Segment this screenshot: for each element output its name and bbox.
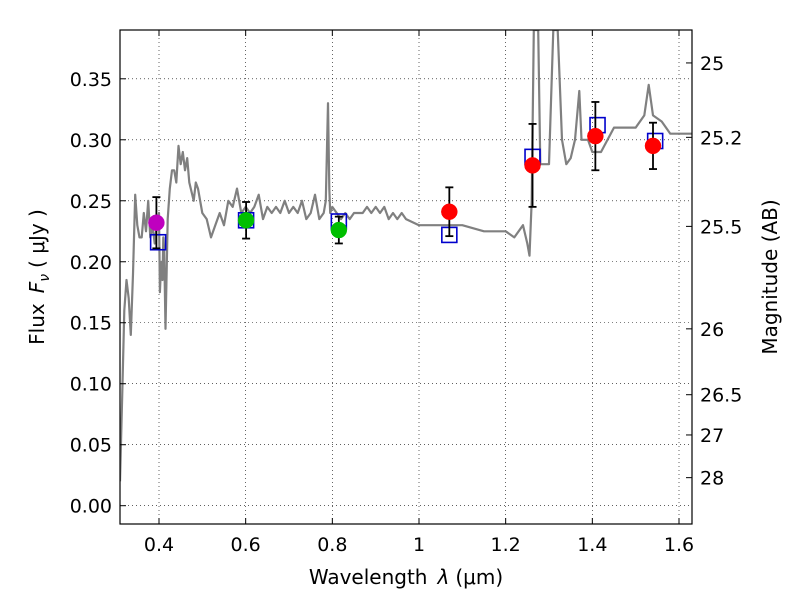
y-axis-label: FluxFν( μJy ) <box>25 209 53 345</box>
model-photometry-square <box>149 233 167 251</box>
model-spectrum-line <box>120 30 692 482</box>
y2-tick-label: 27 <box>700 425 724 447</box>
observed-point-acs <box>330 221 348 239</box>
x-tick-label: 0.6 <box>231 534 261 556</box>
y2-tick-label: 25 <box>700 53 724 75</box>
y-tick-label: 0.00 <box>70 496 112 518</box>
y-tick-label: 0.25 <box>70 191 112 213</box>
plot-frame <box>119 29 693 525</box>
y2-tick-label: 26 <box>700 319 724 341</box>
observed-point-wfc3 <box>587 127 604 145</box>
y-tick-label: 0.30 <box>70 130 112 152</box>
plot-area <box>120 30 692 482</box>
observed-point-wfc3 <box>644 137 662 155</box>
axis-ticks: 0.4 0.6 0.8 1 1.2 1.4 1.6 0.00 0.05 0.10 0.15 0.20 0… <box>70 30 742 556</box>
y2-tick-label: 28 <box>700 468 724 490</box>
y2-tick-label: 25.5 <box>700 216 742 238</box>
x-tick-label: 1.2 <box>491 534 521 556</box>
y-tick-label: 0.05 <box>70 435 112 457</box>
y-tick-label: 0.15 <box>70 313 112 335</box>
y2-tick-label: 25.2 <box>700 127 742 149</box>
x-tick-label: 0.8 <box>317 534 347 556</box>
data-markers <box>148 101 664 251</box>
x-tick-label: 1.6 <box>664 534 694 556</box>
y-tick-label: 0.10 <box>70 374 112 396</box>
x-tick-label: 0.4 <box>144 534 174 556</box>
observed-point-acs <box>237 212 255 229</box>
y-tick-label: 0.35 <box>70 69 112 91</box>
observed-point-wfc3 <box>441 203 458 220</box>
y2-axis-label: Magnitude (AB) <box>758 199 782 354</box>
observed-point-f435w <box>148 214 165 231</box>
x-tick-label: 1 <box>413 534 425 556</box>
x-axis-label: Wavelength λ (μm) <box>309 565 503 589</box>
y2-tick-label: 26.5 <box>700 385 742 407</box>
y-tick-label: 0.20 <box>70 252 112 274</box>
observed-point-wfc3 <box>524 157 541 174</box>
x-tick-label: 1.4 <box>577 534 607 556</box>
